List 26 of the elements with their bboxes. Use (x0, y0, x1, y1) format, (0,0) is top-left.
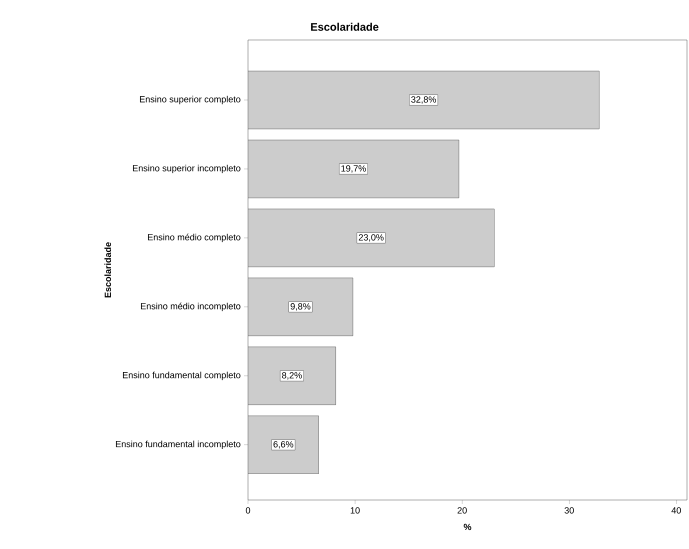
bar (248, 70, 600, 130)
x-tick-label: 20 (458, 507, 467, 514)
y-tick-label: Ensino fundamental completo (122, 372, 240, 380)
chart-title: Escolaridade (311, 22, 378, 31)
data-label: 8,2% (282, 372, 302, 380)
data-label: 6,6% (274, 441, 294, 449)
y-axis-title: Escolaridade (104, 242, 112, 298)
x-tick-label: 0 (246, 507, 250, 514)
x-tick-label: 10 (350, 507, 360, 514)
y-tick-label: Ensino médio incompleto (140, 302, 240, 312)
y-tick-label: Ensino médio completo (148, 234, 240, 242)
x-axis-title: % (464, 524, 472, 530)
bar (248, 416, 319, 474)
bar (248, 346, 336, 406)
bar (248, 278, 354, 336)
x-tick-label: 40 (671, 507, 681, 514)
data-label: 23,0% (358, 234, 384, 242)
y-tick-label: Ensino superior completo (140, 96, 240, 104)
data-label: 32,8% (411, 96, 436, 104)
data-label: 9,8% (290, 303, 310, 311)
y-tick-label: Ensino superior incompleto (132, 164, 240, 174)
bar (248, 208, 494, 268)
bar (248, 140, 460, 198)
x-tick-label: 30 (564, 507, 574, 514)
data-label: 19,7% (341, 165, 366, 173)
y-tick-label: Ensino fundamental incompleto (116, 440, 240, 450)
